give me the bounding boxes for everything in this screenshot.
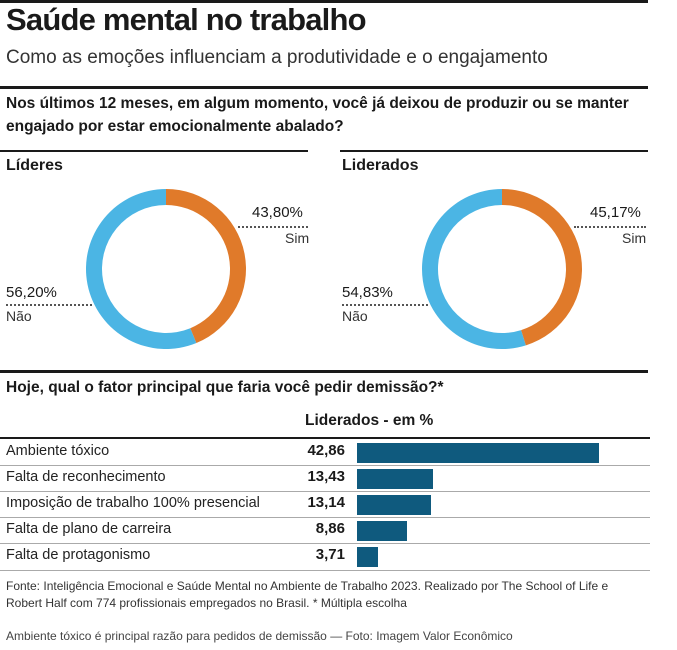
- bar: [357, 547, 378, 567]
- slice-lideres-sim: [166, 189, 247, 344]
- bar-table-top-rule: [0, 437, 650, 439]
- label-lideres-nao: Não: [6, 308, 32, 324]
- bar-value-label: 42,86: [307, 442, 345, 459]
- label-liderados-nao: Não: [342, 308, 368, 324]
- bar-table-bottom-rule: [0, 570, 650, 571]
- slice-liderados-nao: [422, 189, 526, 349]
- bar-category-label: Ambiente tóxico: [6, 443, 110, 459]
- bar-value-label: 8,86: [315, 520, 345, 537]
- bar-category-label: Falta de plano de carreira: [6, 521, 172, 537]
- question-2: Hoje, qual o fator principal que faria v…: [6, 379, 444, 396]
- bar-row: Falta de plano de carreira 8,86: [0, 517, 650, 543]
- bar: [357, 495, 432, 515]
- panel-rule-lideres: [0, 150, 308, 152]
- source-note: Fonte: Inteligência Emocional e Saúde Me…: [6, 579, 609, 610]
- pct-liderados-nao: 54,83%: [342, 284, 393, 301]
- bar-category-label: Falta de reconhecimento: [6, 469, 166, 485]
- bar-value-label: 13,14: [307, 494, 345, 511]
- bar-row: Falta de protagonismo 3,71: [0, 543, 650, 569]
- leader-line-liderados-nao: [342, 304, 428, 306]
- panel-rule-liderados: [340, 150, 648, 152]
- slice-lideres-nao: [86, 189, 197, 349]
- row-separator: [0, 517, 650, 518]
- bar-row: Imposição de trabalho 100% presencial 13,…: [0, 491, 650, 517]
- bar-row: Ambiente tóxico 42,86: [0, 439, 650, 465]
- pct-lideres-sim: 43,80%: [252, 204, 303, 221]
- page-title: Saúde mental no trabalho: [6, 2, 367, 37]
- bar-chart-title: Liderados - em %: [305, 412, 434, 429]
- bar: [357, 443, 599, 463]
- bar-row: Falta de reconhecimento 13,43: [0, 465, 650, 491]
- bar-value-label: 13,43: [307, 468, 345, 485]
- row-separator: [0, 491, 650, 492]
- panel-title-lideres: Líderes: [6, 157, 63, 174]
- row-separator: [0, 543, 650, 544]
- leader-line-lideres-nao: [6, 304, 92, 306]
- bar-category-label: Falta de protagonismo: [6, 547, 151, 563]
- pct-liderados-sim: 45,17%: [590, 204, 641, 221]
- top-rule: [0, 0, 648, 3]
- bar-category-label: Imposição de trabalho 100% presencial: [6, 495, 260, 511]
- panel-title-liderados: Liderados: [342, 157, 419, 174]
- donut-lideres: [86, 189, 247, 349]
- bar: [357, 521, 408, 541]
- slice-liderados-sim: [502, 189, 582, 346]
- leader-line-liderados-sim: [574, 226, 646, 228]
- photo-caption: Ambiente tóxico é principal razão para p…: [6, 629, 513, 643]
- bar: [357, 469, 433, 489]
- pct-lideres-nao: 56,20%: [6, 284, 57, 301]
- donut-liderados: [422, 189, 582, 349]
- row-separator: [0, 465, 650, 466]
- leader-line-lideres-sim: [238, 226, 308, 228]
- section-rule: [0, 370, 648, 373]
- question-1: Nos últimos 12 meses, em algum momento, …: [6, 95, 629, 135]
- bar-value-label: 3,71: [315, 546, 345, 563]
- label-lideres-sim: Sim: [285, 230, 310, 246]
- page-subtitle: Como as emoções influenciam a produtivid…: [6, 47, 548, 68]
- label-liderados-sim: Sim: [622, 230, 647, 246]
- header-rule: [0, 86, 648, 89]
